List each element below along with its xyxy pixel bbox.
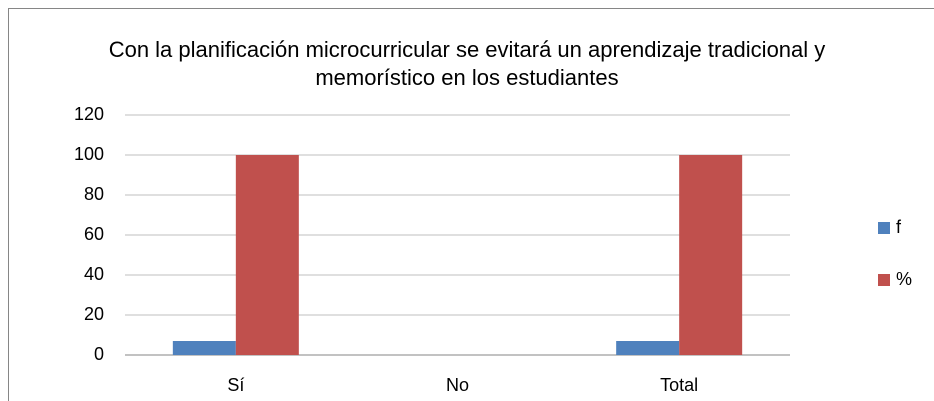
x-tick-label: No — [446, 375, 469, 395]
y-tick-label: 40 — [84, 264, 104, 284]
legend-label: % — [896, 269, 912, 289]
y-tick-label: 0 — [94, 344, 104, 364]
y-tick-label: 120 — [74, 104, 104, 124]
bar — [679, 155, 743, 355]
bar — [172, 341, 236, 355]
x-tick-label: Sí — [227, 375, 244, 395]
legend-label: f — [896, 217, 902, 237]
y-tick-label: 80 — [84, 184, 104, 204]
y-tick-label: 60 — [84, 224, 104, 244]
x-tick-label: Total — [660, 375, 698, 395]
legend-swatch — [878, 222, 890, 234]
y-tick-label: 100 — [74, 144, 104, 164]
legend-swatch — [878, 274, 890, 286]
bar — [235, 155, 299, 355]
y-tick-label: 20 — [84, 304, 104, 324]
chart-title: Con la planificación microcurricular se … — [108, 37, 826, 90]
bar — [616, 341, 680, 355]
chart-frame — [8, 8, 934, 401]
